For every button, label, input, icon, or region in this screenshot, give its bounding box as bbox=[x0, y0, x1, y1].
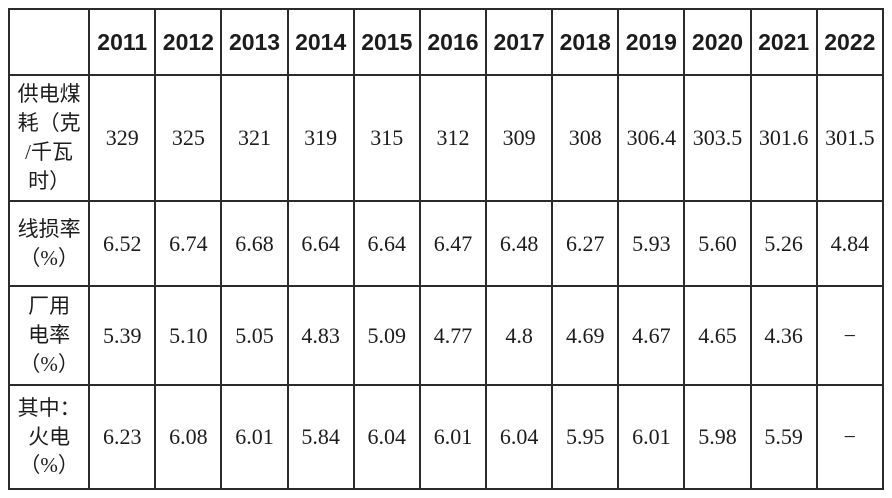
year-header-cell: 2020 bbox=[683, 8, 752, 76]
year-header-row: 2011 2012 2013 2014 2015 2016 2017 2018 2019 2020… bbox=[7, 8, 885, 76]
value-cell: 301.5 bbox=[815, 74, 885, 202]
year-header-cell: 2016 bbox=[418, 8, 488, 76]
value-cell: 6.23 bbox=[88, 384, 157, 490]
value-cell: 5.05 bbox=[220, 285, 289, 386]
value-cell: 5.60 bbox=[683, 200, 752, 287]
value-cell: 4.65 bbox=[683, 285, 752, 386]
year-header-cell: 2021 bbox=[749, 8, 818, 76]
value-cell: 6.52 bbox=[88, 200, 157, 287]
value-cell: 6.04 bbox=[352, 384, 421, 490]
table-row: 线损率 （%） 6.52 6.74 6.68 6.64 6.64 6.47 6.48 6.27 5… bbox=[7, 200, 885, 287]
value-cell: 6.64 bbox=[352, 200, 421, 287]
value-cell: 308 bbox=[551, 74, 620, 202]
value-cell: 6.27 bbox=[551, 200, 620, 287]
value-cell: 306.4 bbox=[617, 74, 686, 202]
value-cell: 6.01 bbox=[220, 384, 289, 490]
value-cell: 5.10 bbox=[154, 285, 223, 386]
value-cell: 321 bbox=[220, 74, 289, 202]
value-cell: − bbox=[815, 384, 885, 490]
value-cell: 5.98 bbox=[683, 384, 752, 490]
table-row: 供电煤 耗（克 /千瓦 时） 329 325 321 319 315 312 309 308 30… bbox=[7, 74, 885, 202]
value-cell: 4.8 bbox=[485, 285, 554, 386]
year-header-cell: 2015 bbox=[352, 8, 421, 76]
metrics-table: 2011 2012 2013 2014 2015 2016 2017 2018 2019 2020… bbox=[7, 8, 885, 490]
corner-cell bbox=[7, 8, 91, 76]
value-cell: 6.64 bbox=[286, 200, 355, 287]
value-cell: 312 bbox=[418, 74, 488, 202]
table-row: 厂用 电率 （%） 5.39 5.10 5.05 4.83 5.09 4.77 4.8 4.69… bbox=[7, 285, 885, 386]
row-label-cell: 线损率 （%） bbox=[7, 200, 91, 287]
value-cell: 4.36 bbox=[749, 285, 818, 386]
year-header-cell: 2018 bbox=[551, 8, 620, 76]
value-cell: 6.04 bbox=[485, 384, 554, 490]
value-cell: 6.47 bbox=[418, 200, 488, 287]
value-cell: 6.01 bbox=[617, 384, 686, 490]
value-cell: 5.26 bbox=[749, 200, 818, 287]
value-cell: 309 bbox=[485, 74, 554, 202]
value-cell: − bbox=[815, 285, 885, 386]
year-header-cell: 2022 bbox=[815, 8, 885, 76]
value-cell: 5.93 bbox=[617, 200, 686, 287]
value-cell: 329 bbox=[88, 74, 157, 202]
value-cell: 4.84 bbox=[815, 200, 885, 287]
value-cell: 315 bbox=[352, 74, 421, 202]
year-header-cell: 2014 bbox=[286, 8, 355, 76]
year-header-cell: 2012 bbox=[154, 8, 223, 76]
value-cell: 5.84 bbox=[286, 384, 355, 490]
year-header-cell: 2013 bbox=[220, 8, 289, 76]
value-cell: 6.74 bbox=[154, 200, 223, 287]
value-cell: 5.39 bbox=[88, 285, 157, 386]
row-label-cell: 厂用 电率 （%） bbox=[7, 285, 91, 386]
row-label-cell: 供电煤 耗（克 /千瓦 时） bbox=[7, 74, 91, 202]
year-header-cell: 2011 bbox=[88, 8, 157, 76]
year-header-cell: 2017 bbox=[485, 8, 554, 76]
table-row: 其中： 火电 （%） 6.23 6.08 6.01 5.84 6.04 6.01 6.04 5.… bbox=[7, 384, 885, 490]
value-cell: 6.08 bbox=[154, 384, 223, 490]
value-cell: 6.68 bbox=[220, 200, 289, 287]
value-cell: 325 bbox=[154, 74, 223, 202]
value-cell: 6.01 bbox=[418, 384, 488, 490]
year-header-cell: 2019 bbox=[617, 8, 686, 76]
value-cell: 6.48 bbox=[485, 200, 554, 287]
value-cell: 5.59 bbox=[749, 384, 818, 490]
value-cell: 4.83 bbox=[286, 285, 355, 386]
value-cell: 4.77 bbox=[418, 285, 488, 386]
value-cell: 4.69 bbox=[551, 285, 620, 386]
value-cell: 319 bbox=[286, 74, 355, 202]
row-label-cell: 其中： 火电 （%） bbox=[7, 384, 91, 490]
value-cell: 4.67 bbox=[617, 285, 686, 386]
value-cell: 301.6 bbox=[749, 74, 818, 202]
value-cell: 5.09 bbox=[352, 285, 421, 386]
value-cell: 303.5 bbox=[683, 74, 752, 202]
value-cell: 5.95 bbox=[551, 384, 620, 490]
